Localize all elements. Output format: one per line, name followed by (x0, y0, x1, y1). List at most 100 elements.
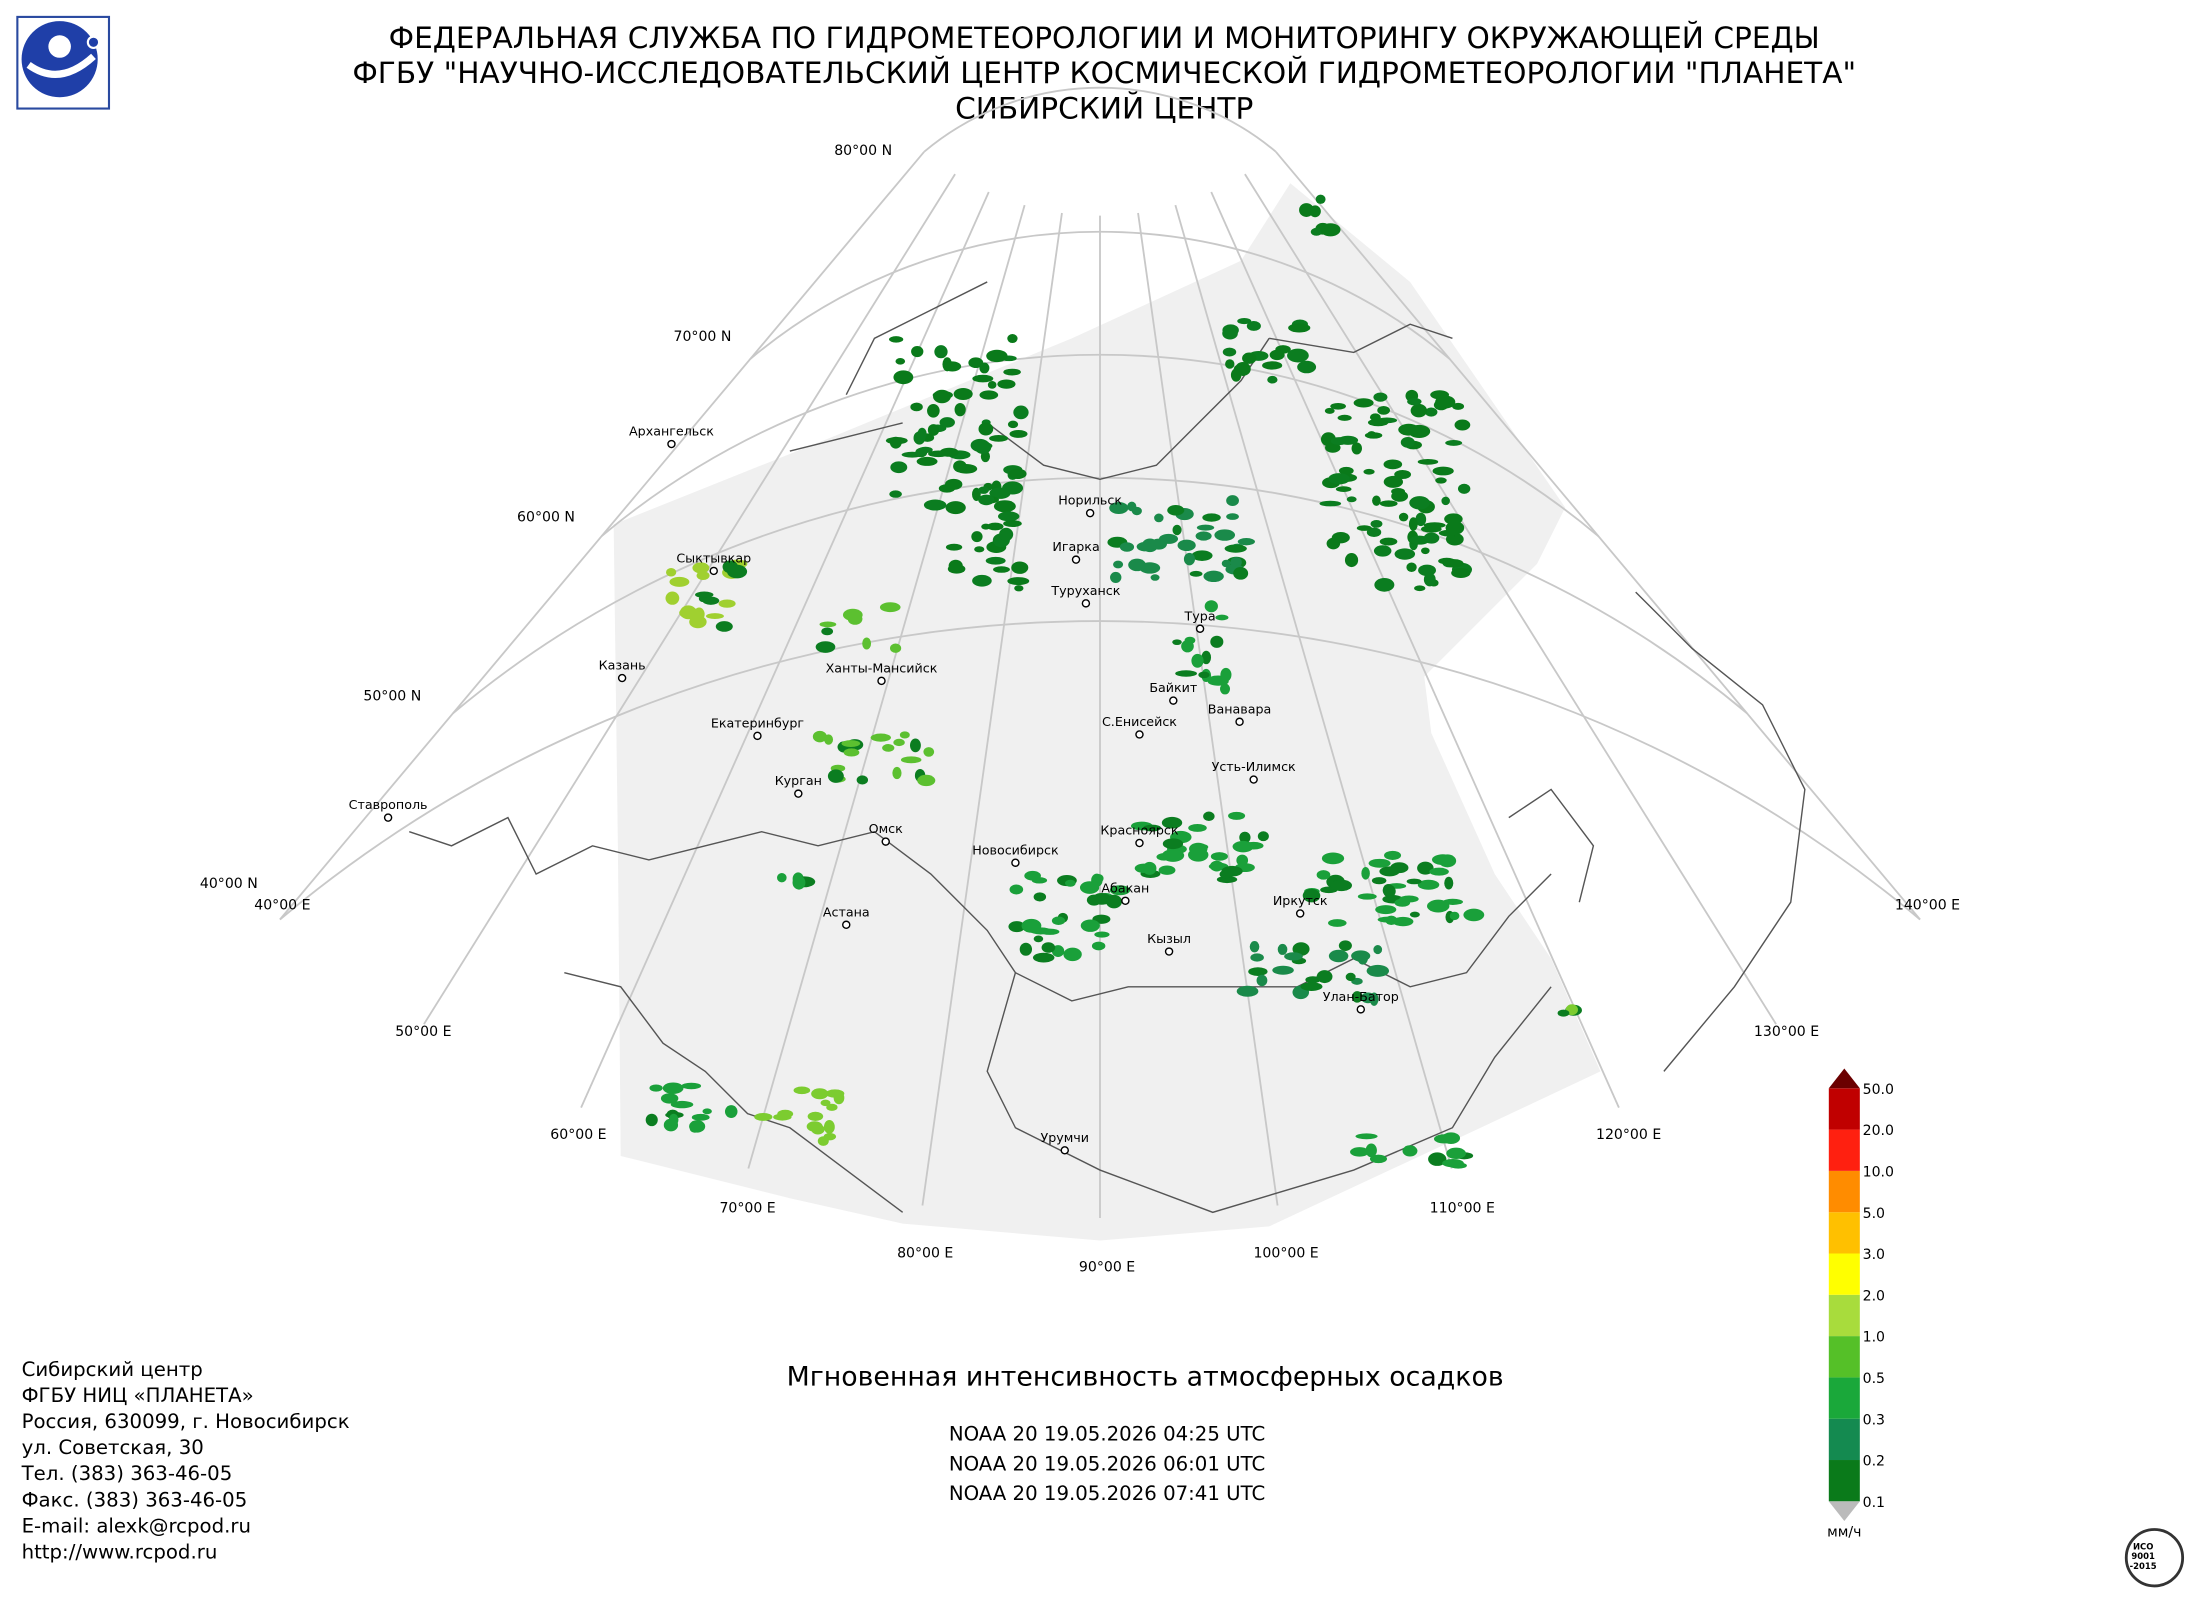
precip-cell (1162, 838, 1184, 850)
colorbar-label: 0.3 (1863, 1412, 1885, 1428)
precip-cell (1246, 321, 1261, 331)
precip-cell (1014, 585, 1024, 592)
precip-cell (1344, 553, 1359, 568)
precip-cell (885, 437, 908, 445)
precip-cell (793, 1086, 811, 1095)
city-marker (877, 676, 886, 686)
precip-cell (1161, 816, 1183, 829)
precip-cell (754, 1113, 773, 1121)
city-marker (794, 789, 803, 798)
precip-cell (1444, 559, 1464, 568)
precip-cell (1007, 577, 1030, 586)
precip-cell (706, 613, 724, 619)
colorbar-segment (1828, 1336, 1860, 1378)
iso-text: -2015 (2130, 1561, 2157, 1571)
precip-cell (1250, 953, 1264, 962)
precip-cell (1328, 949, 1349, 963)
precip-cell (1019, 942, 1033, 956)
precip-cell (1033, 935, 1044, 943)
precip-cell (1302, 888, 1321, 903)
precip-cell (1402, 1145, 1418, 1157)
precip-cell (1431, 854, 1454, 866)
passes: NOAA 20 19.05.2026 04:25 UTC NOAA 20 19.0… (949, 1423, 1265, 1505)
precip-cell (1421, 547, 1430, 555)
colorbar-segment (1828, 1088, 1860, 1130)
precip-cell (1109, 885, 1131, 896)
precip-cell (1172, 524, 1182, 536)
precip-cell (1557, 1009, 1570, 1017)
precip-cell (1287, 348, 1309, 363)
precip-cell (1267, 375, 1278, 384)
precip-cell (1113, 560, 1124, 569)
precip-cell (681, 1082, 702, 1090)
city-marker (842, 920, 851, 929)
precip-cell (1330, 402, 1346, 410)
precip-cell (968, 357, 984, 369)
graticule (279, 86, 1921, 1218)
precip-cell (1383, 459, 1403, 470)
precip-cell (1297, 360, 1317, 374)
precip-cell (928, 450, 949, 458)
precip-cell (1009, 884, 1024, 895)
precip-cell (1415, 512, 1427, 527)
precip-cell (1414, 585, 1426, 592)
precip-cell (1007, 334, 1018, 344)
precip-cell (870, 733, 891, 742)
precip-cell (1094, 874, 1104, 883)
precip-cell (890, 643, 902, 653)
colorbar-segment (1828, 1129, 1860, 1171)
precip-cell (943, 361, 962, 372)
precip-cell (670, 1100, 694, 1109)
precip-cell (1338, 940, 1352, 951)
footer-line: ФГБУ НИЦ «ПЛАНЕТА» (22, 1384, 254, 1407)
precip-cell (1409, 496, 1430, 510)
city-label: Иркутск (1273, 893, 1328, 908)
precip-cell (1315, 194, 1326, 204)
footer-line: Тел. (383) 363-46-05 (21, 1462, 233, 1485)
precip-cell (1331, 531, 1350, 544)
footer-line: Сибирский центр (22, 1358, 203, 1381)
precip-cell (1449, 911, 1460, 921)
precip-cell (645, 1113, 658, 1127)
meridian (1210, 191, 1620, 1109)
precip-cell (890, 461, 908, 474)
colorbar-segment (1828, 1212, 1860, 1254)
precip-cell (997, 511, 1020, 522)
pass-line: NOAA 20 19.05.2026 04:25 UTC (949, 1423, 1265, 1446)
precip-cell (1457, 483, 1471, 494)
precip-cell (1109, 501, 1129, 515)
city-marker (1135, 730, 1144, 739)
precip-cell (1366, 964, 1390, 977)
precip-cell (1371, 877, 1387, 885)
precip-cell (1310, 227, 1323, 236)
precip-cell (1319, 500, 1342, 507)
precip-cell (1228, 811, 1246, 820)
precip-cell (893, 370, 914, 385)
graticule-label: 80°00 E (897, 1245, 953, 1261)
precip-cell (1225, 359, 1235, 369)
colorbar-label: 0.5 (1863, 1371, 1885, 1387)
precip-cell (718, 599, 736, 608)
precip-cell (981, 523, 991, 530)
precip-cell (1409, 911, 1420, 918)
city-label: Казань (599, 658, 646, 673)
precip-cell (1215, 614, 1229, 621)
precip-cell (889, 490, 902, 498)
precip-cell (692, 562, 710, 574)
precip-cell (1086, 894, 1102, 906)
precip-cell (1143, 824, 1162, 832)
city-marker (1169, 696, 1178, 705)
precip-cell (978, 494, 995, 506)
precip-cell (823, 1119, 835, 1134)
city-label: Новосибирск (972, 842, 1059, 857)
city-marker (667, 439, 676, 449)
graticule-label: 40°00 E (254, 897, 310, 913)
graticule-label: 120°00 E (1596, 1127, 1661, 1143)
precip-cell (900, 756, 922, 764)
graticule-label: 110°00 E (1430, 1200, 1495, 1216)
iso-text: ИСО (2133, 1541, 2153, 1551)
city-label: Абакан (1101, 880, 1149, 895)
precip-cell (923, 747, 935, 757)
precip-cell (1351, 991, 1363, 1003)
precip-cell (1444, 876, 1454, 890)
